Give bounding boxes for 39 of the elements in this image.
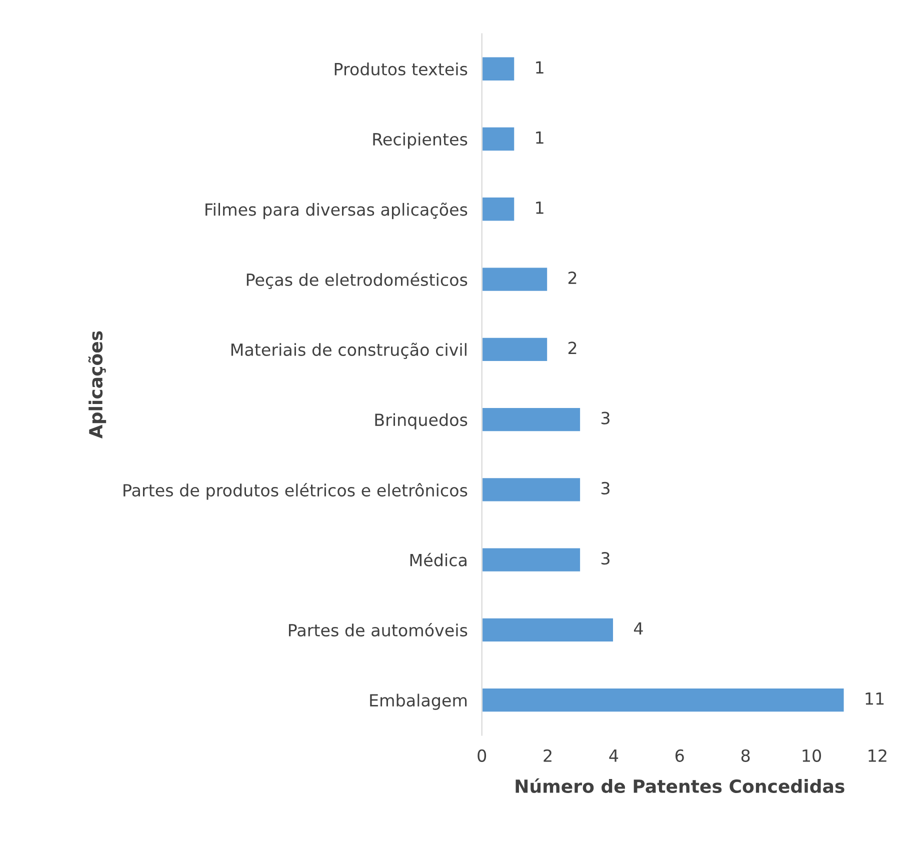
bar xyxy=(482,56,516,82)
bar xyxy=(482,687,846,714)
y-tick-label: Materiais de construção civil xyxy=(231,342,466,359)
data-label: 2 xyxy=(568,272,576,284)
data-label: 2 xyxy=(568,342,576,354)
y-tick-label: Brinquedos xyxy=(375,413,468,430)
data-label: 1 xyxy=(536,202,544,214)
x-axis-title: Número de Patentes Concedidas xyxy=(516,778,844,794)
bar xyxy=(482,336,548,362)
y-tick-label: Médica xyxy=(410,552,466,566)
x-tick-label: 2 xyxy=(544,749,552,762)
x-tick-label: 0 xyxy=(478,749,486,762)
x-tick-label: 6 xyxy=(676,749,684,762)
bar xyxy=(482,616,614,643)
data-label: 3 xyxy=(601,552,610,565)
bar xyxy=(482,546,582,573)
y-tick-label: Embalagem xyxy=(370,694,467,710)
data-label: 11 xyxy=(866,692,884,705)
x-tick-label: 12 xyxy=(868,749,886,762)
bar xyxy=(482,476,582,503)
x-tick-label: 8 xyxy=(741,749,750,762)
y-tick-label: Produtos texteis xyxy=(334,62,468,76)
y-tick-label: Peças de eletrodomésticos xyxy=(246,272,468,290)
y-axis-title: Aplicações xyxy=(88,331,106,439)
bar xyxy=(482,196,516,222)
y-tick-label: Filmes para diversas aplicações xyxy=(206,202,468,220)
data-label: 1 xyxy=(536,131,544,144)
y-tick-label: Recipientes xyxy=(373,132,468,149)
bar xyxy=(482,406,582,433)
x-tick-label: 10 xyxy=(802,749,821,762)
y-tick-label: Partes de produtos elétricos e eletrônicos xyxy=(124,483,468,500)
y-tick-label: Partes de automóveis xyxy=(288,622,468,637)
data-label: 4 xyxy=(634,622,643,635)
bar xyxy=(482,126,516,152)
bar xyxy=(482,266,548,292)
x-tick-label: 4 xyxy=(609,750,618,762)
data-label: 3 xyxy=(601,482,610,495)
data-label: 1 xyxy=(536,61,544,74)
data-label: 3 xyxy=(601,412,610,424)
